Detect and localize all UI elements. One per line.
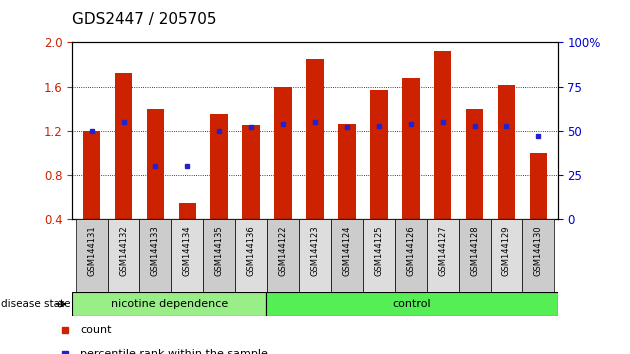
Bar (331, 219, 363, 292)
Bar (235, 219, 267, 292)
Text: GSM144128: GSM144128 (470, 225, 479, 276)
Text: GDS2447 / 205705: GDS2447 / 205705 (72, 12, 217, 27)
Bar (203, 219, 235, 292)
Text: GSM144125: GSM144125 (374, 225, 383, 276)
Bar (243, 125, 260, 219)
Bar (427, 219, 459, 292)
Text: GSM144130: GSM144130 (534, 225, 543, 276)
Bar (530, 153, 547, 219)
Bar (466, 109, 483, 219)
Bar (363, 219, 395, 292)
Bar (402, 78, 420, 219)
Bar (139, 219, 171, 292)
Text: disease state: disease state (1, 299, 71, 309)
Bar (147, 109, 164, 219)
Text: nicotine dependence: nicotine dependence (111, 299, 228, 309)
Bar (178, 203, 196, 219)
Text: GSM144122: GSM144122 (278, 225, 287, 276)
Bar (299, 219, 331, 292)
Bar (522, 219, 554, 292)
Bar (83, 131, 100, 219)
Text: GSM144134: GSM144134 (183, 225, 192, 276)
Bar (274, 87, 292, 219)
Bar (459, 219, 491, 292)
Bar (72, 292, 266, 316)
Text: GSM144133: GSM144133 (151, 225, 160, 276)
Bar (306, 59, 324, 219)
Bar (76, 219, 108, 292)
Bar (266, 292, 558, 316)
Text: percentile rank within the sample: percentile rank within the sample (80, 349, 268, 354)
Text: GSM144126: GSM144126 (406, 225, 415, 276)
Bar (171, 219, 203, 292)
Text: GSM144132: GSM144132 (119, 225, 128, 276)
Text: GSM144135: GSM144135 (215, 225, 224, 276)
Text: GSM144136: GSM144136 (247, 225, 256, 276)
Text: GSM144123: GSM144123 (311, 225, 319, 276)
Bar (115, 74, 132, 219)
Text: GSM144127: GSM144127 (438, 225, 447, 276)
Text: GSM144129: GSM144129 (502, 225, 511, 276)
Bar (108, 219, 139, 292)
Bar (498, 85, 515, 219)
Bar (370, 90, 387, 219)
Bar (395, 219, 427, 292)
Bar (434, 51, 452, 219)
Text: control: control (392, 299, 432, 309)
Text: count: count (80, 325, 112, 335)
Text: GSM144131: GSM144131 (87, 225, 96, 276)
Bar (338, 124, 356, 219)
Bar (267, 219, 299, 292)
Text: GSM144124: GSM144124 (343, 225, 352, 276)
Bar (491, 219, 522, 292)
Bar (210, 114, 228, 219)
